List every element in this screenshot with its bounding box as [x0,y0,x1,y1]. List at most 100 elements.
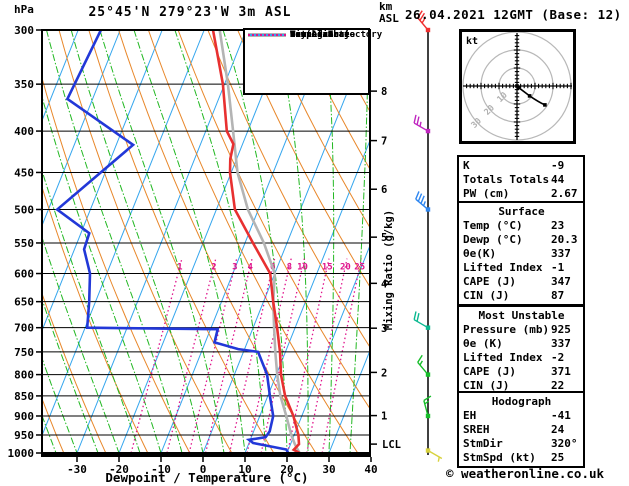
parcel-trajectory-line [218,30,301,453]
param-value: 347 [551,275,571,288]
param-label: Totals Totals [463,173,550,186]
km-tick-label: 5 [381,232,387,244]
pressure-tick-label: 450 [14,166,34,179]
param-value: 44 [551,173,565,186]
param-row: θe(K) 337 [463,247,580,261]
skewt-chart: 1 2 3 4 6 8 10 15 20 2530035040045050055060065070… [8,10,443,476]
param-label: CIN (J) [463,289,510,302]
param-label: EH [463,409,477,422]
param-box-title: Hodograph [491,395,552,408]
param-label: StmSpd (kt) [463,451,536,464]
mixing-ratio-value-label: 20 [340,262,351,272]
temperature-tick-label: 20 [280,463,293,476]
param-row: StmDir 320° [463,437,580,451]
pressure-axis-unit: hPa [14,3,34,16]
mixing-ratio-value-label: 2 [211,262,216,272]
legend-item-label: Wet Adiabat [290,30,350,41]
wind-barb [423,395,432,419]
hodograph-ring-label: 30 [470,116,484,130]
temperature-tick-label: -20 [109,463,129,476]
legend: Temperature Dewpoint Parcel Trajectory Dry … [243,28,382,95]
param-label: K [463,159,470,172]
mixing-ratio-value-label: 4 [248,262,254,272]
legend-item-label: Isotherm [290,30,334,41]
param-value: 24 [551,423,565,436]
temperature-line [211,30,301,453]
param-row: Temp (°C) 23 [463,219,580,233]
param-value: 87 [551,289,565,302]
param-row: StmSpd (kt) 25 [463,451,580,465]
pressure-tick-label: 750 [14,346,34,359]
mixing-ratio-value-label: 15 [322,262,333,272]
param-value: 2.67 [551,187,578,200]
altitude-unit-km: km [379,0,393,13]
param-value: 925 [551,323,571,336]
temperature-tick-label: -30 [67,463,87,476]
altitude-axis-unit: km ASL [379,1,399,25]
param-value: 320° [551,437,578,450]
temperature-tick-label: -10 [151,463,171,476]
temperature-axis-label: Dewpoint / Temperature (°C) [105,470,309,485]
param-value: 22 [551,379,565,392]
param-row: Dewp (°C) 20.3 [463,233,580,247]
param-row: K -9 [463,159,580,173]
param-box-surface: Surface Temp (°C) 23 Dewp (°C) 20.3 θe(K) 337 L… [457,201,585,306]
param-value: 337 [551,247,571,260]
param-label: Lifted Index [463,261,543,274]
pressure-tick-label: 300 [14,24,34,37]
param-box-most-unstable: Most Unstable Pressure (mb) 925 θe (K) 337 Li… [457,305,585,396]
temperature-tick-label: 30 [322,463,335,476]
mixing-ratio-value-label: 10 [297,262,308,272]
legend-item-label: Dry Adiabat [290,30,350,41]
param-label: Temp (°C) [463,219,523,232]
param-row: SREH 24 [463,423,580,437]
param-box-title: Most Unstable [478,309,565,322]
param-label: PW (cm) [463,187,510,200]
pressure-tick-label: 700 [14,322,34,335]
param-label: SREH [463,423,490,436]
pressure-tick-label: 800 [14,369,34,382]
temperature-tick-label: 10 [238,463,251,476]
mixing-ratio-value-label: 8 [287,262,292,272]
param-row: CAPE (J) 371 [463,365,580,379]
param-value: -1 [551,261,565,274]
param-label: CIN (J) [463,379,510,392]
param-label: Pressure (mb) [463,323,550,336]
param-value: -2 [551,351,565,364]
km-tick-label: 4 [381,278,387,290]
mixing-ratio-value-label: 3 [232,262,237,272]
km-tick-label: 7 [381,136,387,148]
pressure-tick-label: 650 [14,296,34,309]
legend-item-label: Mixing Ratio [290,30,356,41]
pressure-tick-label: 600 [14,268,34,281]
param-row: Totals Totals 44 [463,173,580,187]
legend-item-label: Dewpoint [290,30,334,41]
station-title: 25°45'N 279°23'W 3m ASL [88,5,292,20]
pressure-tick-label: 550 [14,237,34,250]
legend-item: Mixing Ratio [248,31,355,40]
wind-barb [417,10,431,33]
param-row: PW (cm) 2.67 [463,187,580,201]
temperature-tick-label: 0 [200,463,207,476]
param-box-title: Surface [498,205,545,218]
param-value: 20.3 [551,233,578,246]
legend-line-swatch [248,34,286,37]
param-value: -9 [551,159,565,172]
km-tick-label: 1 [381,411,387,423]
param-label: Dewp (°C) [463,233,523,246]
legend-item-label: Temperature [290,30,350,41]
param-label: CAPE (J) [463,275,516,288]
km-tick-label: 8 [381,86,387,98]
pressure-tick-label: 350 [14,78,34,91]
pressure-tick-label: 1000 [8,447,35,460]
pressure-tick-label: 500 [14,203,34,216]
wind-barb [417,354,431,377]
wind-barb [413,311,431,330]
lcl-label: LCL [382,439,401,451]
datetime-title: 26.04.2021 12GMT (Base: 12) [405,7,622,22]
dewpoint-line [55,30,290,453]
pressure-tick-label: 400 [14,125,34,138]
param-row: Lifted Index -2 [463,351,580,365]
param-label: StmDir [463,437,503,450]
